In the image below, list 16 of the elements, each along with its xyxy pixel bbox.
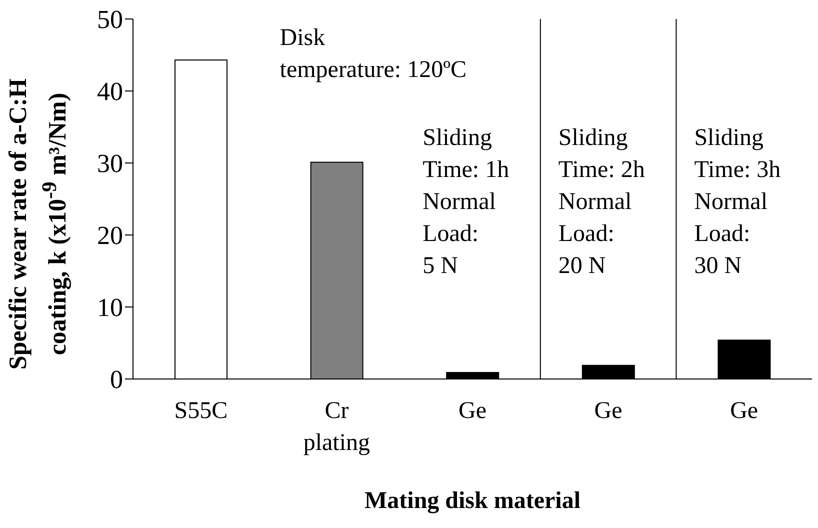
y-tick-label: 30: [97, 149, 123, 178]
annotation: Disk temperature: 120ºC: [280, 24, 468, 85]
x-tick-label: S55C: [174, 398, 228, 424]
x-tick-label: Ge: [458, 398, 486, 424]
y-tick-label: 0: [110, 365, 123, 394]
annotation: Sliding Time: 2h Normal Load: 20 N: [558, 124, 646, 281]
y-tick-label: 50: [97, 5, 123, 34]
x-tick-label: Ge: [730, 398, 758, 424]
x-axis-title: Mating disk material: [364, 488, 582, 515]
y-tick-label: 10: [97, 293, 123, 322]
y-tick-label: 40: [97, 77, 123, 106]
y-tick-label: 20: [97, 221, 123, 250]
annotation: Sliding Time: 3h Normal Load: 30 N: [694, 124, 782, 281]
x-tick-label: Ge: [594, 398, 622, 424]
x-tick-label: Cr plating: [303, 398, 370, 456]
annotation: Sliding Time: 1h Normal Load: 5 N: [422, 124, 510, 281]
